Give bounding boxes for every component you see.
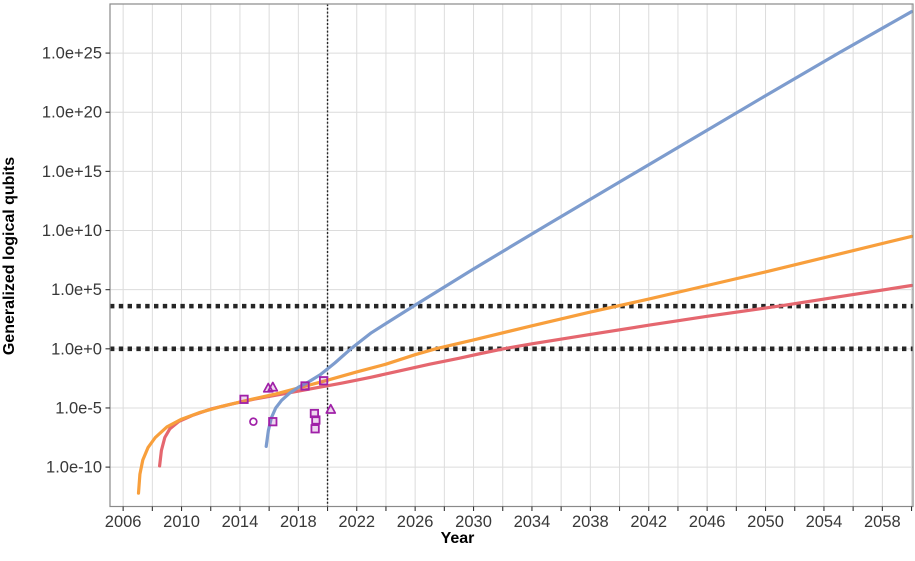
- y-axis-title: Generalized logical qubits: [1, 156, 18, 356]
- x-tick-label: 2050: [747, 513, 784, 531]
- x-tick-label: 2006: [105, 513, 142, 531]
- y-tick-label: 1.0e+0: [51, 340, 102, 358]
- scatter-triangle-marker: [267, 381, 279, 392]
- x-tick-label: 2046: [689, 513, 726, 531]
- scatter-square-marker: [311, 415, 321, 425]
- y-tick-label: 1.0e+20: [42, 104, 102, 122]
- y-tick-label: 1.0e+15: [42, 163, 102, 181]
- scatter-triangle-marker: [325, 403, 337, 414]
- x-tick-label: 2030: [455, 513, 492, 531]
- x-tick-label: 2026: [397, 513, 434, 531]
- x-tick-label: 2038: [572, 513, 609, 531]
- x-tick-label: 2034: [514, 513, 551, 531]
- y-tick-label: 1.0e+5: [51, 281, 102, 299]
- scatter-square-marker: [239, 394, 249, 404]
- x-axis-title: Year: [440, 530, 475, 547]
- x-tick-label: 2058: [864, 513, 901, 531]
- x-tick-label: 2010: [163, 513, 200, 531]
- scatter-square-marker: [310, 424, 320, 434]
- y-tick-label: 1.0e-10: [46, 459, 102, 477]
- x-tick-label: 2042: [630, 513, 667, 531]
- scatter-square-marker: [318, 376, 329, 386]
- y-tick-label: 1.0e+10: [42, 222, 102, 240]
- x-tick-label: 2054: [806, 513, 843, 531]
- plot-border: [109, 3, 914, 508]
- x-tick-label: 2022: [338, 513, 375, 531]
- x-tick-label: 2018: [280, 513, 317, 531]
- scatter-circle-marker: [249, 417, 258, 426]
- y-tick-label: 1.0e+25: [42, 45, 102, 63]
- scatter-square-marker: [300, 381, 310, 391]
- scatter-square-marker: [268, 417, 278, 427]
- x-tick-label: 2014: [222, 513, 259, 531]
- blue-extrapolation-line: [264, 10, 914, 448]
- y-tick-label: 1.0e-5: [55, 399, 102, 417]
